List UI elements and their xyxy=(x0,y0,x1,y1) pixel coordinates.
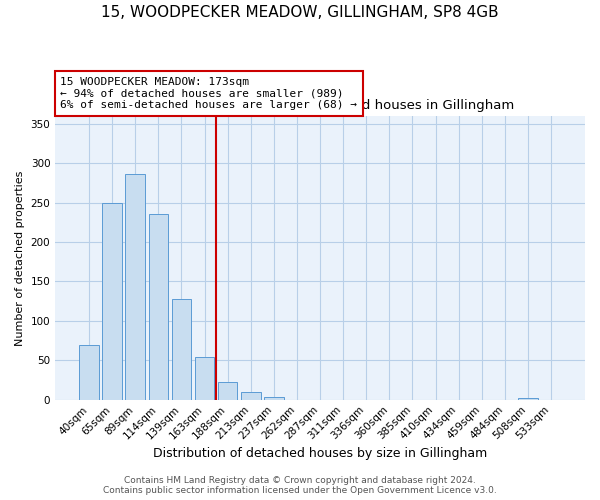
Title: Size of property relative to detached houses in Gillingham: Size of property relative to detached ho… xyxy=(125,99,515,112)
Bar xyxy=(218,382,238,400)
Text: Contains HM Land Registry data © Crown copyright and database right 2024.
Contai: Contains HM Land Registry data © Crown c… xyxy=(103,476,497,495)
Bar xyxy=(172,299,191,400)
Bar xyxy=(195,357,214,400)
Text: 15, WOODPECKER MEADOW, GILLINGHAM, SP8 4GB: 15, WOODPECKER MEADOW, GILLINGHAM, SP8 4… xyxy=(101,5,499,20)
Bar xyxy=(149,214,168,400)
Bar xyxy=(241,392,260,400)
Bar xyxy=(125,174,145,400)
Bar xyxy=(264,396,284,400)
Text: 15 WOODPECKER MEADOW: 173sqm
← 94% of detached houses are smaller (989)
6% of se: 15 WOODPECKER MEADOW: 173sqm ← 94% of de… xyxy=(61,77,358,110)
Bar xyxy=(79,346,99,400)
Bar xyxy=(518,398,538,400)
Bar xyxy=(103,202,122,400)
X-axis label: Distribution of detached houses by size in Gillingham: Distribution of detached houses by size … xyxy=(153,447,487,460)
Y-axis label: Number of detached properties: Number of detached properties xyxy=(15,170,25,346)
